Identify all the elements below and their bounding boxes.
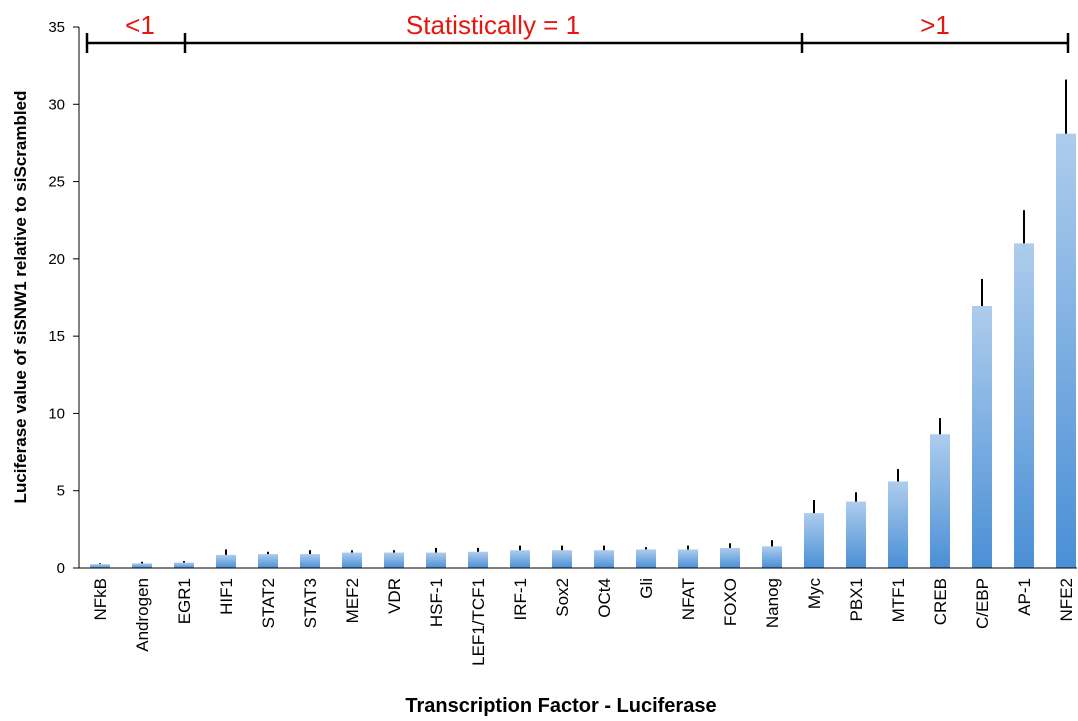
y-tick-label: 35 (48, 19, 65, 36)
bar (846, 501, 866, 568)
y-tick-label: 25 (48, 174, 65, 191)
bar (1014, 243, 1034, 568)
x-tick-label: OCt4 (595, 578, 614, 618)
y-tick-label: 15 (48, 328, 65, 345)
x-tick-label: EGR1 (175, 578, 194, 624)
annotation: >1 (920, 10, 950, 40)
y-tick-label: 10 (48, 405, 65, 422)
bar (972, 306, 992, 568)
bar (468, 551, 488, 568)
y-tick-label: 0 (57, 560, 65, 577)
bar (720, 547, 740, 568)
x-tick-label: C/EBP (973, 578, 992, 629)
y-tick-label: 30 (48, 96, 65, 113)
x-tick-label: IRF-1 (511, 578, 530, 621)
annotation: Statistically = 1 (406, 10, 580, 40)
bar (804, 513, 824, 568)
bar (594, 550, 614, 568)
x-tick-label: Sox2 (553, 578, 572, 617)
x-tick-label: AP-1 (1015, 578, 1034, 616)
brackets (85, 33, 1070, 53)
x-tick-label: HIF1 (217, 578, 236, 615)
bar (426, 552, 446, 568)
bar (678, 549, 698, 568)
bar (762, 546, 782, 568)
x-tick-label: MTF1 (889, 578, 908, 622)
x-axis-label: Transcription Factor - Luciferase (405, 695, 716, 717)
bar (90, 564, 110, 568)
bar (888, 481, 908, 568)
bar (258, 554, 278, 568)
bar (342, 552, 362, 568)
bar (132, 563, 152, 568)
x-tick-label: STAT2 (259, 578, 278, 628)
x-tick-label: FOXO (721, 578, 740, 626)
x-tick-label: MEF2 (343, 578, 362, 623)
x-tick-label: STAT3 (301, 578, 320, 628)
x-tick-label: Androgen (133, 578, 152, 652)
bar (174, 562, 194, 568)
bar (636, 549, 656, 568)
x-tick-label: Gli (637, 578, 656, 599)
x-tick-label: NFAT (679, 578, 698, 620)
x-tick-label: PBX1 (847, 578, 866, 621)
x-tick-label: HSF-1 (427, 578, 446, 627)
bar (930, 434, 950, 568)
x-tick-label: NFkB (91, 578, 110, 621)
y-tick-label: 5 (57, 483, 65, 500)
bar (216, 554, 236, 568)
bar (300, 554, 320, 568)
annotation: <1 (125, 10, 155, 40)
bar (1056, 133, 1076, 568)
x-tick-label: CREB (931, 578, 950, 625)
bar (510, 550, 530, 568)
x-tick-label: Nanog (763, 578, 782, 628)
y-tick-label: 20 (48, 251, 65, 268)
bar (552, 550, 572, 568)
x-tick-label: VDR (385, 578, 404, 614)
y-axis-label: Luciferase value of siSNW1 relative to s… (11, 91, 30, 504)
x-tick-label: Myc (805, 578, 824, 610)
x-tick-label: NFE2 (1057, 578, 1076, 621)
x-tick-label: LEF1/TCF1 (469, 578, 488, 666)
bar (384, 552, 404, 568)
